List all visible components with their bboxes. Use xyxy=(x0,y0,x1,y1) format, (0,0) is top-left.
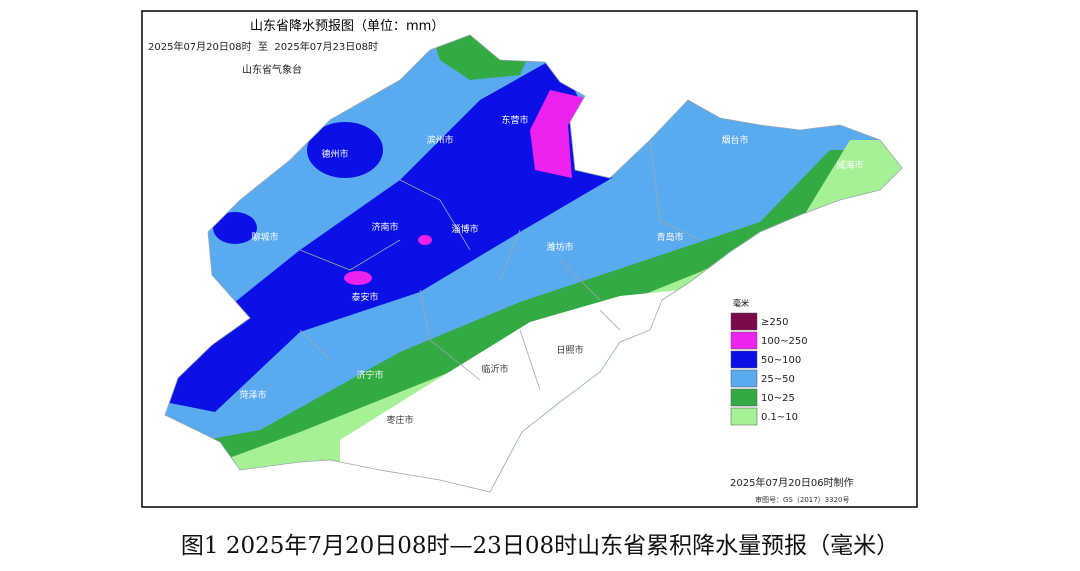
legend: ≥250 100~250 50~100 25~50 10~25 0.1~10 xyxy=(730,312,808,426)
city-label: 威海市 xyxy=(836,159,863,171)
period: 2025年07月20日08时 至 2025年07月23日08时 xyxy=(148,40,378,53)
city-label: 临沂市 xyxy=(481,363,508,375)
legend-label: 25~50 xyxy=(761,374,795,385)
caption: 图1 2025年7月20日08时—23日08时山东省累积降水量预报（毫米） xyxy=(181,533,899,559)
legend-swatch xyxy=(730,350,758,369)
city-label: 济南市 xyxy=(371,221,398,233)
city-label: 淄博市 xyxy=(451,223,478,235)
legend-label: 50~100 xyxy=(761,355,801,366)
city-label: 枣庄市 xyxy=(386,414,413,426)
city-label: 济宁市 xyxy=(356,369,383,381)
legend-swatch xyxy=(730,369,758,388)
legend-swatch xyxy=(730,331,758,350)
legend-swatch xyxy=(730,388,758,407)
legend-label: 0.1~10 xyxy=(761,412,798,423)
map-title: 山东省降水预报图（单位：mm） xyxy=(250,19,444,34)
legend-label: 10~25 xyxy=(761,393,795,404)
city-label: 泰安市 xyxy=(351,291,378,303)
city-label: 菏泽市 xyxy=(239,389,266,401)
issuer: 山东省气象台 xyxy=(242,63,302,76)
legend-swatch xyxy=(730,312,758,331)
legend-swatch xyxy=(730,407,758,426)
city-label: 德州市 xyxy=(321,148,348,160)
city-label: 滨州市 xyxy=(426,134,453,146)
city-label: 日照市 xyxy=(556,344,583,356)
city-label: 烟台市 xyxy=(721,134,748,146)
issued-time: 2025年07月20日06时制作 xyxy=(730,476,854,489)
legend-label: ≥250 xyxy=(761,317,788,328)
city-label: 东营市 xyxy=(501,114,528,126)
city-label: 青岛市 xyxy=(656,231,683,243)
city-label: 潍坊市 xyxy=(546,241,573,253)
legend-label: 100~250 xyxy=(761,336,808,347)
review-number: 审图号：GS（2017）3320号 xyxy=(755,495,850,504)
legend-title: 毫米 xyxy=(733,298,749,308)
city-label: 聊城市 xyxy=(251,231,278,243)
